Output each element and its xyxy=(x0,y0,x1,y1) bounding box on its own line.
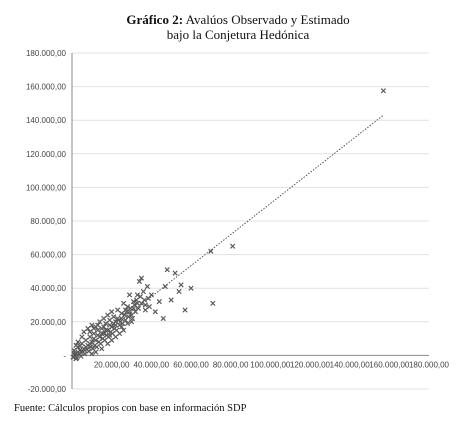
y-tick-label: - xyxy=(63,351,66,360)
gridlines xyxy=(72,52,429,390)
data-point xyxy=(125,314,132,320)
data-point xyxy=(120,300,127,306)
data-point xyxy=(134,292,141,298)
x-tick-label: 80.000,00 xyxy=(213,360,249,369)
data-point xyxy=(144,283,150,290)
data-point xyxy=(75,339,81,345)
y-tick-label: -20.000,00 xyxy=(28,385,67,394)
data-point xyxy=(380,88,387,94)
data-point xyxy=(118,315,125,322)
data-point xyxy=(114,307,121,313)
data-point xyxy=(142,307,149,313)
figure-label: Gráfico 2: xyxy=(126,12,184,27)
x-tick-label: 100.000,00 xyxy=(250,360,291,369)
y-tick-labels: -20.000,00-20.000,0040.000,0060.000,0080… xyxy=(26,49,67,394)
data-point xyxy=(78,353,84,359)
y-tick-label: 80.000,00 xyxy=(30,217,66,226)
data-point xyxy=(107,332,113,338)
data-point xyxy=(145,295,151,301)
y-tick-label: 60.000,00 xyxy=(30,251,66,260)
data-point xyxy=(79,334,85,340)
x-tick-label: 180.000,00 xyxy=(409,360,450,369)
data-point xyxy=(178,282,184,288)
data-point xyxy=(71,351,77,357)
y-tick-label: 180.000,00 xyxy=(26,49,67,58)
data-point xyxy=(99,346,105,352)
data-point xyxy=(188,285,194,291)
x-tick-label: 20.000,00 xyxy=(94,360,130,369)
data-point xyxy=(103,320,109,327)
data-point xyxy=(138,275,145,281)
data-point xyxy=(168,297,174,303)
y-tick-label: 40.000,00 xyxy=(30,284,66,293)
data-point xyxy=(73,342,79,348)
x-tick-label: 40.000,00 xyxy=(134,360,170,369)
data-point xyxy=(136,278,143,285)
y-tick-label: 140.000,00 xyxy=(26,116,67,125)
data-point xyxy=(162,283,168,290)
data-point xyxy=(109,309,115,315)
data-point xyxy=(107,322,113,328)
title-line-1: Avalúos Observado y Estimado xyxy=(185,12,350,27)
data-point xyxy=(95,332,101,338)
data-point xyxy=(208,248,214,254)
data-point xyxy=(176,288,182,295)
x-tick-label: 160.000,00 xyxy=(369,360,410,369)
data-point xyxy=(101,324,107,330)
data-point xyxy=(89,322,95,328)
data-point xyxy=(95,322,101,328)
data-point xyxy=(120,327,127,333)
data-point xyxy=(93,349,99,355)
chart-title: Gráfico 2: Avalúos Observado y Estimado … xyxy=(0,12,476,42)
data-point xyxy=(172,270,178,276)
data-point xyxy=(77,343,83,349)
data-point xyxy=(75,349,81,355)
y-tick-label: 160.000,00 xyxy=(26,83,67,92)
data-point xyxy=(210,300,216,306)
data-point xyxy=(79,348,85,354)
x-tick-labels: 20.000,00 40.000,00 60.000,00 80.000,00 100.… xyxy=(94,360,450,369)
data-points xyxy=(70,88,387,362)
data-point xyxy=(156,299,162,305)
data-point xyxy=(164,267,170,273)
data-point xyxy=(134,300,141,306)
x-tick-label: 120.000,00 xyxy=(290,360,331,369)
data-point xyxy=(152,309,158,315)
data-point xyxy=(122,307,129,313)
source-note: Fuente: Cálculos propios con base en inf… xyxy=(14,403,247,414)
data-point xyxy=(182,307,188,313)
data-point xyxy=(118,324,125,330)
data-point xyxy=(138,300,145,306)
y-tick-label: 100.000,00 xyxy=(26,183,67,192)
data-point xyxy=(130,305,137,311)
data-point xyxy=(140,288,147,295)
title-line-2: bajo la Conjetura Hedónica xyxy=(166,27,310,42)
data-point xyxy=(89,351,95,357)
data-point xyxy=(114,315,121,322)
data-point xyxy=(124,320,131,327)
data-point xyxy=(87,341,93,347)
x-tick-label: 140.000,00 xyxy=(330,360,371,369)
data-point xyxy=(160,315,166,322)
data-point xyxy=(142,302,149,308)
data-point xyxy=(128,319,135,325)
data-point xyxy=(103,327,109,333)
x-tick-label: 60.000,00 xyxy=(173,360,209,369)
data-point xyxy=(113,322,119,328)
data-point xyxy=(73,356,79,362)
y-tick-label: 120.000,00 xyxy=(26,150,67,159)
y-tick-label: 20.000,00 xyxy=(30,318,66,327)
data-point xyxy=(135,305,142,311)
data-point xyxy=(230,243,236,249)
data-point xyxy=(126,292,133,298)
